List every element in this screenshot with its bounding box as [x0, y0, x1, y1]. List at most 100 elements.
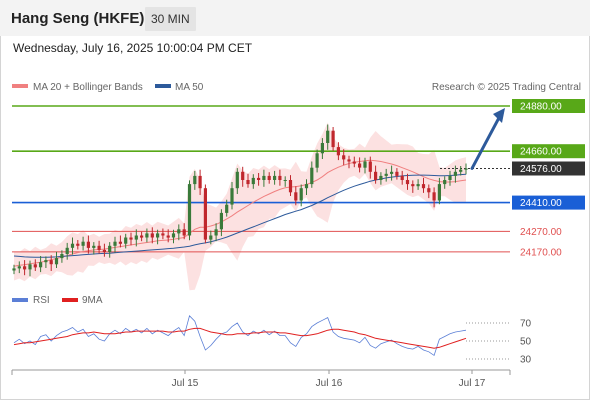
candle-body	[320, 143, 324, 154]
candle-body	[331, 130, 335, 148]
price-level-label-5: 24170.00	[520, 247, 562, 258]
ma20-legend-swatch	[12, 84, 28, 88]
candle-body	[427, 188, 431, 193]
rsi-legend-swatch	[12, 298, 28, 302]
candle-body	[230, 188, 234, 205]
projection-arrow	[470, 108, 505, 170]
candle-body	[421, 184, 426, 189]
price-level-label-0: 24880.00	[520, 102, 562, 113]
candle-body	[368, 161, 372, 172]
candle-body	[70, 243, 75, 248]
price-level-tag-0	[512, 99, 585, 113]
projection-line	[470, 112, 503, 170]
ma20-legend-label: MA 20 + Bollinger Bands	[33, 82, 143, 93]
candle-body	[225, 204, 229, 213]
candle-body	[448, 175, 452, 180]
price-level-label-4: 24270.00	[520, 227, 562, 238]
price-level-label-3: 24410.00	[520, 198, 562, 209]
candle-body	[108, 245, 112, 252]
candle-body	[315, 153, 319, 168]
candle-body	[437, 184, 441, 201]
candle-body	[395, 171, 399, 176]
candle-body	[273, 175, 277, 180]
candle-body	[161, 233, 165, 236]
candle-body	[193, 175, 197, 185]
candle-body	[86, 241, 90, 248]
candle-body	[267, 175, 271, 180]
rsi-tick-label: 30	[520, 355, 532, 366]
candlesticks	[12, 124, 468, 277]
candle-body	[171, 233, 176, 238]
ma20-line	[13, 159, 467, 267]
candle-body	[288, 180, 293, 193]
price-levels	[12, 105, 510, 253]
candle-body	[203, 188, 207, 240]
candle-body	[363, 161, 367, 168]
candle-body	[44, 260, 48, 263]
candle-body	[400, 175, 404, 180]
rsi-tick-label: 50	[520, 337, 532, 348]
candle-body	[28, 264, 32, 270]
timeframe-button[interactable]: 30 MIN	[145, 7, 196, 31]
candle-body	[251, 177, 255, 185]
candle-body	[102, 249, 106, 252]
candle-body	[241, 171, 245, 180]
candle-body	[182, 229, 186, 236]
rsi-ma-legend-label: 9MA	[82, 295, 103, 306]
candle-body	[214, 229, 218, 236]
moving-averages	[13, 159, 467, 267]
candle-body	[246, 180, 250, 185]
candle-body	[198, 175, 202, 189]
candle-body	[304, 184, 309, 189]
price-level-tag-1	[512, 144, 585, 159]
ma50-legend-label: MA 50	[175, 82, 204, 93]
rsi-legend-label: RSI	[33, 295, 50, 306]
candle-body	[219, 212, 223, 230]
candle-body	[134, 235, 138, 240]
candle-body	[49, 260, 53, 265]
price-level-tag-3	[512, 195, 585, 210]
candle-body	[374, 171, 378, 180]
candle-body	[113, 241, 117, 246]
rsi-ma-legend-swatch	[62, 298, 78, 302]
candle-body	[453, 171, 457, 176]
candle-body	[342, 155, 346, 160]
candle-body	[384, 173, 388, 176]
candle-body	[65, 247, 69, 254]
candle-body	[118, 241, 122, 244]
candle-body	[443, 180, 447, 185]
candle-body	[12, 268, 16, 271]
candle-body	[405, 180, 410, 185]
candle-body	[81, 241, 85, 246]
candle-body	[278, 175, 282, 180]
x-axis-tick-label: Jul 16	[316, 378, 343, 389]
candle-body	[145, 233, 149, 238]
candle-body	[358, 163, 362, 168]
rsi-ma-line	[13, 327, 467, 349]
x-axis-tick-label: Jul 17	[459, 378, 486, 389]
candle-body	[310, 167, 314, 185]
projection-arrowhead	[493, 108, 505, 123]
candle-body	[459, 169, 463, 172]
candle-body	[352, 161, 356, 164]
candle-body	[39, 262, 43, 268]
candle-body	[97, 245, 101, 250]
bollinger-band	[14, 122, 466, 291]
candle-body	[464, 168, 468, 170]
timestamp-label: Wednesday, July 16, 2025 10:00:04 PM CET	[13, 41, 253, 55]
watermark-text: Research © 2025 Trading Central	[432, 82, 581, 93]
rsi-panel: 70 50 30	[13, 315, 532, 366]
candle-body	[336, 147, 340, 156]
price-level-label-2: 24576.00	[520, 164, 562, 175]
x-axis-tick-label: Jul 15	[172, 378, 199, 389]
candle-body	[129, 237, 133, 240]
candle-body	[177, 229, 181, 234]
candle-body	[432, 192, 436, 201]
rsi-tick-label: 70	[520, 319, 532, 330]
candle-body	[390, 171, 394, 174]
candle-body	[235, 171, 239, 189]
candle-body	[283, 180, 287, 181]
candle-body	[76, 243, 80, 246]
candle-body	[54, 258, 59, 265]
